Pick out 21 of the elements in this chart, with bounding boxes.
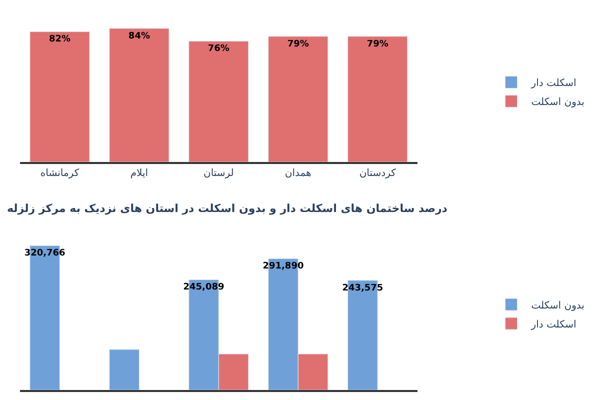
- bar: [268, 36, 328, 162]
- data-label: 84%: [128, 31, 150, 42]
- bar: [348, 36, 408, 162]
- legend-label: اسکلت دار: [530, 319, 576, 330]
- x-tick-label: لرستان: [203, 168, 234, 179]
- bar: [30, 31, 90, 162]
- x-tick-label: کرمانشاه: [40, 168, 80, 179]
- bar: [109, 349, 140, 390]
- x-tick-label: کردستان: [359, 168, 396, 179]
- text: درصد ساختمان های اسکلت دار و بدون اسکلت در استان های نزدیک به مرکز زلزله: [7, 202, 448, 215]
- legend-label: اسکلت دار: [530, 78, 576, 90]
- x-tick-label: ایلام: [130, 168, 148, 179]
- data-label: 76%: [208, 44, 230, 54]
- data-label: 79%: [287, 39, 309, 50]
- legend-label: بدون اسکلت: [531, 97, 584, 108]
- bar: [188, 40, 249, 162]
- bar: [109, 28, 170, 162]
- data-label: 82%: [48, 34, 71, 45]
- legend-label: بدون اسکلت: [531, 300, 584, 312]
- data-label: 79%: [366, 39, 388, 50]
- x-tick-label: همدان: [284, 168, 312, 179]
